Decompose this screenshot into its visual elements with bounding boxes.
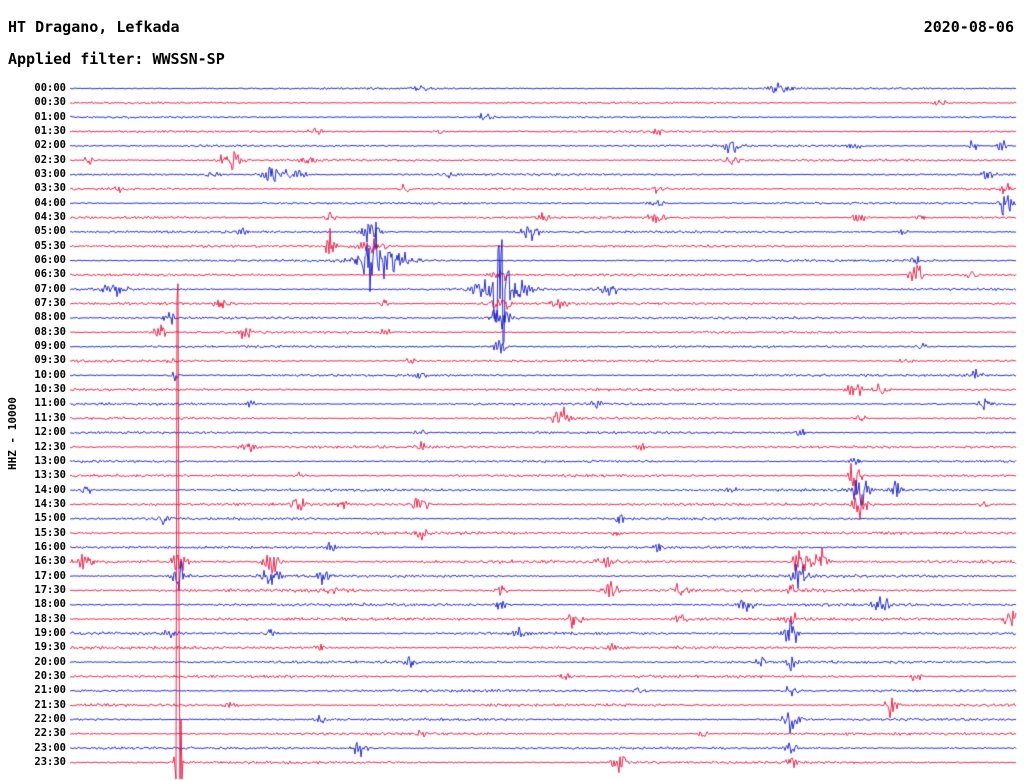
time-label: 21:00 xyxy=(34,684,66,697)
time-label: 09:30 xyxy=(34,354,66,367)
time-label: 03:00 xyxy=(34,168,66,181)
time-label: 14:00 xyxy=(34,483,66,496)
time-label: 21:30 xyxy=(34,698,66,711)
time-label: 00:30 xyxy=(34,96,66,109)
station-title: HT Dragano, Lefkada xyxy=(8,18,180,36)
time-label: 06:00 xyxy=(34,254,66,267)
time-label: 07:30 xyxy=(34,297,66,310)
time-label: 07:00 xyxy=(34,282,66,295)
channel-scale-label: HHZ - 10000 xyxy=(6,397,19,470)
time-label: 02:00 xyxy=(34,139,66,152)
time-label: 20:30 xyxy=(34,669,66,682)
time-label: 13:30 xyxy=(34,469,66,482)
time-label: 11:00 xyxy=(34,397,66,410)
time-label: 23:30 xyxy=(34,755,66,768)
time-label: 19:30 xyxy=(34,641,66,654)
time-label: 18:30 xyxy=(34,612,66,625)
time-label: 12:00 xyxy=(34,426,66,439)
time-label: 11:30 xyxy=(34,411,66,424)
time-label: 15:30 xyxy=(34,526,66,539)
time-label: 00:00 xyxy=(34,82,66,94)
time-label: 03:30 xyxy=(34,182,66,195)
time-label: 16:00 xyxy=(34,540,66,553)
time-label: 22:30 xyxy=(34,727,66,740)
time-label: 08:30 xyxy=(34,325,66,338)
time-label: 01:00 xyxy=(34,110,66,123)
time-label: 02:30 xyxy=(34,153,66,166)
time-label: 16:30 xyxy=(34,555,66,568)
time-label: 01:30 xyxy=(34,125,66,138)
time-label: 12:30 xyxy=(34,440,66,453)
date-label: 2020-08-06 xyxy=(923,18,1014,36)
time-label: 05:00 xyxy=(34,225,66,238)
time-label: 04:00 xyxy=(34,196,66,209)
time-label: 10:00 xyxy=(34,368,66,381)
time-label: 22:00 xyxy=(34,712,66,725)
time-label: 17:30 xyxy=(34,583,66,596)
time-label: 13:00 xyxy=(34,454,66,467)
time-label: 06:30 xyxy=(34,268,66,281)
time-label: 15:00 xyxy=(34,512,66,525)
time-label: 23:00 xyxy=(34,741,66,754)
time-label: 14:30 xyxy=(34,497,66,510)
time-label: 05:30 xyxy=(34,239,66,252)
filter-label: Applied filter: WWSSN-SP xyxy=(8,50,225,68)
time-label: 17:00 xyxy=(34,569,66,582)
time-label: 09:00 xyxy=(34,340,66,353)
time-label: 10:30 xyxy=(34,383,66,396)
time-label: 20:00 xyxy=(34,655,66,668)
time-label: 08:00 xyxy=(34,311,66,324)
time-label: 19:00 xyxy=(34,626,66,639)
time-label: 18:00 xyxy=(34,598,66,611)
time-label: 04:30 xyxy=(34,211,66,224)
